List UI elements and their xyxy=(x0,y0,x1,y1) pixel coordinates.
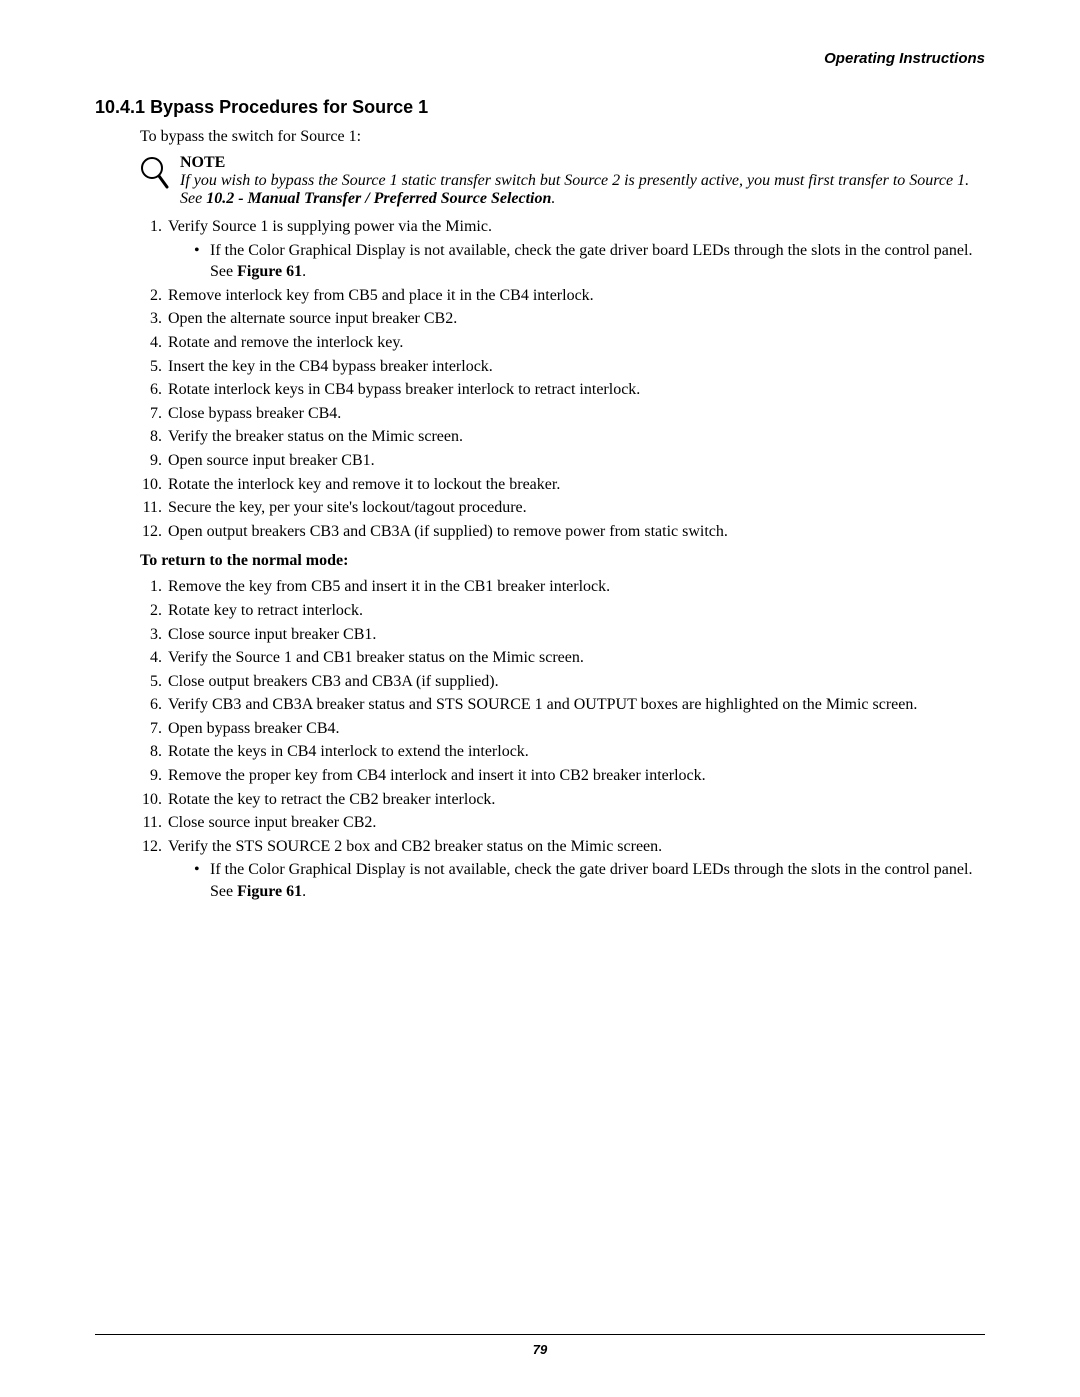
list-item-text: Verify the Source 1 and CB1 breaker stat… xyxy=(168,649,584,666)
figure-ref: Figure 61 xyxy=(237,263,302,280)
list-item: Verify the STS SOURCE 2 box and CB2 brea… xyxy=(140,836,985,903)
section-number: 10.4.1 xyxy=(95,97,145,117)
running-header: Operating Instructions xyxy=(95,50,985,67)
sub-list-item: If the Color Graphical Display is not av… xyxy=(194,240,985,283)
list-item-text: Remove the key from CB5 and insert it in… xyxy=(168,578,610,595)
sub-list: If the Color Graphical Display is not av… xyxy=(194,859,985,902)
list-item-text: Verify the breaker status on the Mimic s… xyxy=(168,428,463,445)
list-item: Rotate interlock keys in CB4 bypass brea… xyxy=(140,379,985,401)
list-item: Secure the key, per your site's lockout/… xyxy=(140,497,985,519)
procedure-list-b: Remove the key from CB5 and insert it in… xyxy=(140,576,985,902)
list-item: Remove interlock key from CB5 and place … xyxy=(140,285,985,307)
list-item-text: Open source input breaker CB1. xyxy=(168,452,375,469)
list-item-text: Close bypass breaker CB4. xyxy=(168,405,341,422)
list-item-text: Close source input breaker CB1. xyxy=(168,626,376,643)
list-item: Verify CB3 and CB3A breaker status and S… xyxy=(140,694,985,716)
list-item: Remove the proper key from CB4 interlock… xyxy=(140,765,985,787)
sub-item-pre: If the Color Graphical Display is not av… xyxy=(210,242,972,281)
list-item-text: Secure the key, per your site's lockout/… xyxy=(168,499,527,516)
figure-ref: Figure 61 xyxy=(237,883,302,900)
list-item: Close source input breaker CB2. xyxy=(140,812,985,834)
list-item-text: Rotate key to retract interlock. xyxy=(168,602,363,619)
list-item: Open output breakers CB3 and CB3A (if su… xyxy=(140,521,985,543)
list-item: Remove the key from CB5 and insert it in… xyxy=(140,576,985,598)
list-item-text: Insert the key in the CB4 bypass breaker… xyxy=(168,358,493,375)
note-body: If you wish to bypass the Source 1 stati… xyxy=(180,172,985,208)
magnifier-icon xyxy=(140,154,180,208)
list-item: Close source input breaker CB1. xyxy=(140,624,985,646)
list-item: Verify the Source 1 and CB1 breaker stat… xyxy=(140,647,985,669)
list-item: Open bypass breaker CB4. xyxy=(140,718,985,740)
list-item-text: Open the alternate source input breaker … xyxy=(168,310,457,327)
list-item-text: Rotate the keys in CB4 interlock to exte… xyxy=(168,743,529,760)
list-item-text: Close output breakers CB3 and CB3A (if s… xyxy=(168,673,499,690)
list-item: Rotate and remove the interlock key. xyxy=(140,332,985,354)
section-title: Bypass Procedures for Source 1 xyxy=(150,97,428,117)
list-item-text: Verify CB3 and CB3A breaker status and S… xyxy=(168,696,917,713)
list-item: Rotate the key to retract the CB2 breake… xyxy=(140,789,985,811)
list-item: Open the alternate source input breaker … xyxy=(140,308,985,330)
page-footer: 79 xyxy=(95,1334,985,1359)
list-item: Close output breakers CB3 and CB3A (if s… xyxy=(140,671,985,693)
list-item-text: Rotate and remove the interlock key. xyxy=(168,334,403,351)
list-item-text: Rotate the key to retract the CB2 breake… xyxy=(168,791,495,808)
list-item: Open source input breaker CB1. xyxy=(140,450,985,472)
list-item-text: Open bypass breaker CB4. xyxy=(168,720,340,737)
list-item-text: Remove the proper key from CB4 interlock… xyxy=(168,767,706,784)
list-item: Close bypass breaker CB4. xyxy=(140,403,985,425)
list-item: Verify the breaker status on the Mimic s… xyxy=(140,426,985,448)
note-text: NOTE If you wish to bypass the Source 1 … xyxy=(180,154,985,208)
document-page: Operating Instructions 10.4.1 Bypass Pro… xyxy=(0,0,1080,1397)
sub-item-pre: If the Color Graphical Display is not av… xyxy=(210,861,972,900)
list-item-text: Verify Source 1 is supplying power via t… xyxy=(168,218,492,235)
list-item-text: Close source input breaker CB2. xyxy=(168,814,376,831)
return-subheading: To return to the normal mode: xyxy=(140,552,985,570)
note-label: NOTE xyxy=(180,154,985,172)
list-item-text: Rotate interlock keys in CB4 bypass brea… xyxy=(168,381,640,398)
note-block: NOTE If you wish to bypass the Source 1 … xyxy=(140,154,985,208)
list-item-text: Open output breakers CB3 and CB3A (if su… xyxy=(168,523,728,540)
intro-text: To bypass the switch for Source 1: xyxy=(140,128,985,146)
note-ref: 10.2 - Manual Transfer / Preferred Sourc… xyxy=(206,190,551,207)
list-item: Insert the key in the CB4 bypass breaker… xyxy=(140,356,985,378)
list-item-text: Rotate the interlock key and remove it t… xyxy=(168,476,560,493)
list-item: Verify Source 1 is supplying power via t… xyxy=(140,216,985,283)
footer-rule xyxy=(95,1334,985,1335)
list-item: Rotate key to retract interlock. xyxy=(140,600,985,622)
list-item-text: Remove interlock key from CB5 and place … xyxy=(168,287,594,304)
procedure-list-a: Verify Source 1 is supplying power via t… xyxy=(140,216,985,542)
list-item-text: Verify the STS SOURCE 2 box and CB2 brea… xyxy=(168,838,662,855)
note-body-post: . xyxy=(551,190,555,207)
sub-item-post: . xyxy=(302,263,306,280)
page-number: 79 xyxy=(533,1342,547,1357)
list-item: Rotate the interlock key and remove it t… xyxy=(140,474,985,496)
sub-list-item: If the Color Graphical Display is not av… xyxy=(194,859,985,902)
sub-list: If the Color Graphical Display is not av… xyxy=(194,240,985,283)
section-heading: 10.4.1 Bypass Procedures for Source 1 xyxy=(95,97,985,118)
list-item: Rotate the keys in CB4 interlock to exte… xyxy=(140,741,985,763)
sub-item-post: . xyxy=(302,883,306,900)
